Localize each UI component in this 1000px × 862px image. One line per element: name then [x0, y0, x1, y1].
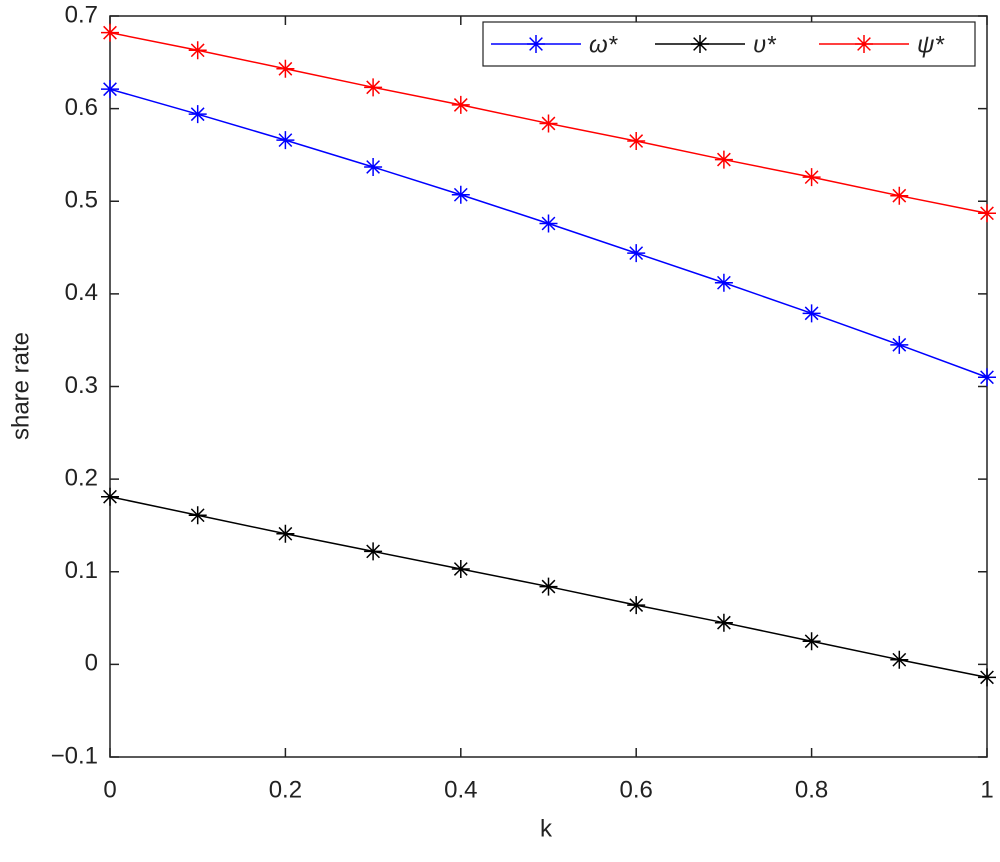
marker [890, 186, 909, 205]
marker [451, 185, 470, 204]
y-tick-label: 0.1 [65, 557, 98, 584]
x-tick-label: 0.2 [269, 776, 302, 803]
x-tick-label: 0.6 [620, 776, 653, 803]
marker [276, 524, 295, 543]
marker [802, 168, 821, 187]
marker [451, 559, 470, 578]
x-tick-label: 0.4 [444, 776, 477, 803]
marker [714, 613, 733, 632]
marker [714, 150, 733, 169]
marker [188, 105, 207, 124]
y-axis-label: share rate [7, 332, 34, 440]
marker [802, 304, 821, 323]
marker [451, 95, 470, 114]
y-tick-label: −0.1 [51, 742, 98, 769]
marker [978, 368, 996, 387]
marker [890, 650, 909, 669]
marker [364, 542, 383, 561]
y-tick-label: 0.4 [65, 279, 98, 306]
marker [364, 78, 383, 97]
marker [978, 204, 996, 223]
legend-marker [527, 35, 545, 53]
marker [978, 668, 996, 687]
marker [276, 59, 295, 78]
marker [188, 41, 207, 60]
y-tick-label: 0.3 [65, 372, 98, 399]
marker [714, 273, 733, 292]
marker [101, 80, 119, 99]
marker [539, 114, 558, 133]
legend-label: ψ* [917, 31, 944, 58]
plot-frame [109, 15, 988, 758]
marker [101, 487, 119, 506]
x-tick-label: 0 [103, 776, 116, 803]
x-axis-label: k [540, 815, 553, 842]
y-tick-label: 0.6 [65, 94, 98, 121]
marker [364, 157, 383, 176]
legend-marker [855, 35, 873, 53]
y-tick-label: 0 [85, 650, 98, 677]
marker [627, 596, 646, 615]
marker [276, 131, 295, 150]
marker [627, 132, 646, 151]
marker [802, 632, 821, 651]
y-tick-label: 0.5 [65, 187, 98, 214]
legend-label: υ* [753, 31, 776, 58]
marker [627, 244, 646, 263]
y-tick-label: 0.2 [65, 464, 98, 491]
x-tick-label: 1 [980, 776, 993, 803]
marker [890, 335, 909, 354]
marker [539, 577, 558, 596]
y-tick-label: 0.7 [65, 1, 98, 28]
marker [539, 214, 558, 233]
marker [101, 23, 119, 42]
x-tick-label: 0.8 [795, 776, 828, 803]
legend-label: ω* [589, 31, 618, 58]
marker [188, 506, 207, 525]
legend-marker [691, 35, 709, 53]
